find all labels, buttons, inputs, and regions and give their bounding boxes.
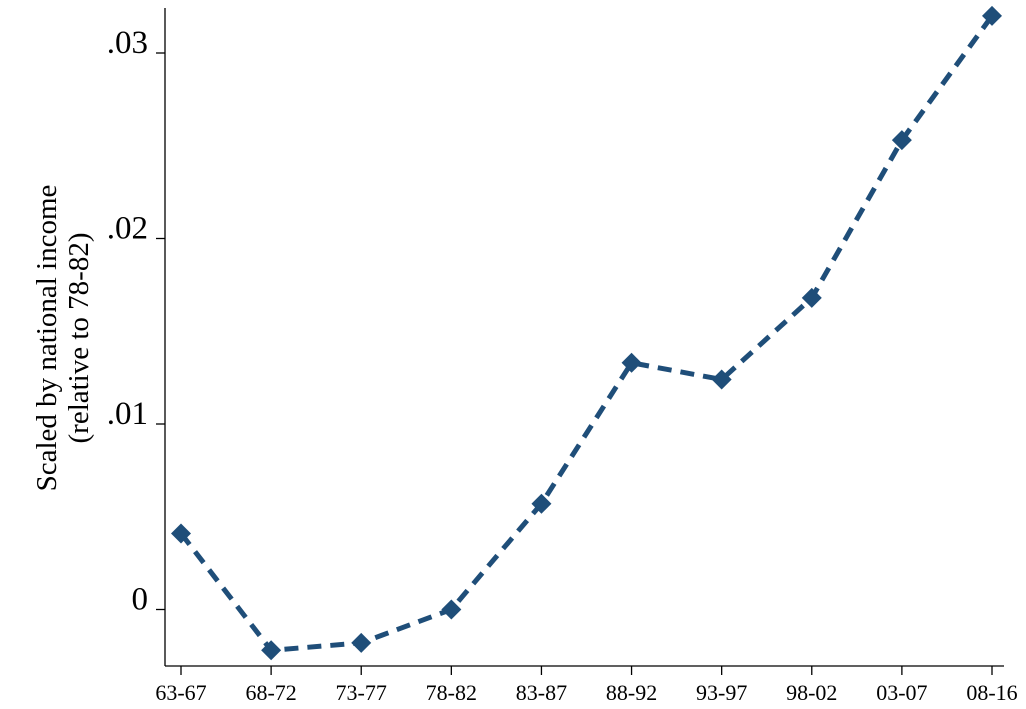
y-axis-label-line-1: Scaled by national income	[31, 185, 63, 492]
series-layer	[171, 5, 1002, 661]
x-tick-label: 63-67	[155, 680, 206, 705]
x-tick-label: 08-16	[966, 680, 1017, 705]
data-point-marker	[171, 523, 191, 544]
data-point-marker	[441, 599, 462, 620]
x-tick-label: 03-07	[876, 680, 927, 705]
y-axis-label-line-2: (relative to 78-82)	[63, 233, 95, 444]
x-tick-label: 98-02	[786, 680, 837, 705]
x-tick-label: 83-87	[516, 680, 567, 705]
x-tick-label: 93-97	[696, 680, 747, 705]
x-tick-label: 68-72	[245, 680, 296, 705]
data-point-marker	[261, 640, 282, 661]
y-tick-label: .02	[107, 211, 148, 247]
x-axis-ticks: 63-67 68-72 73-77 78-82 83-87 88-92 93-97 98-02…	[155, 666, 1018, 705]
data-point-marker	[711, 369, 732, 390]
y-axis-title: Scaled by national income (relative to 7…	[31, 185, 95, 492]
y-tick-label: .03	[107, 25, 148, 61]
data-point-marker	[891, 130, 912, 151]
y-tick-label: .01	[107, 396, 148, 432]
y-tick-label: 0	[132, 582, 149, 618]
series-line	[179, 14, 995, 653]
data-point-marker	[801, 287, 822, 308]
data-point-marker	[351, 632, 372, 653]
data-point-marker	[982, 5, 1002, 26]
x-tick-label: 88-92	[606, 680, 657, 705]
y-axis-ticks: 0 .01 .02 .03	[107, 25, 165, 618]
x-tick-label: 78-82	[426, 680, 477, 705]
x-tick-label: 73-77	[336, 680, 387, 705]
data-point-marker	[531, 493, 552, 514]
data-point-marker	[621, 352, 642, 373]
